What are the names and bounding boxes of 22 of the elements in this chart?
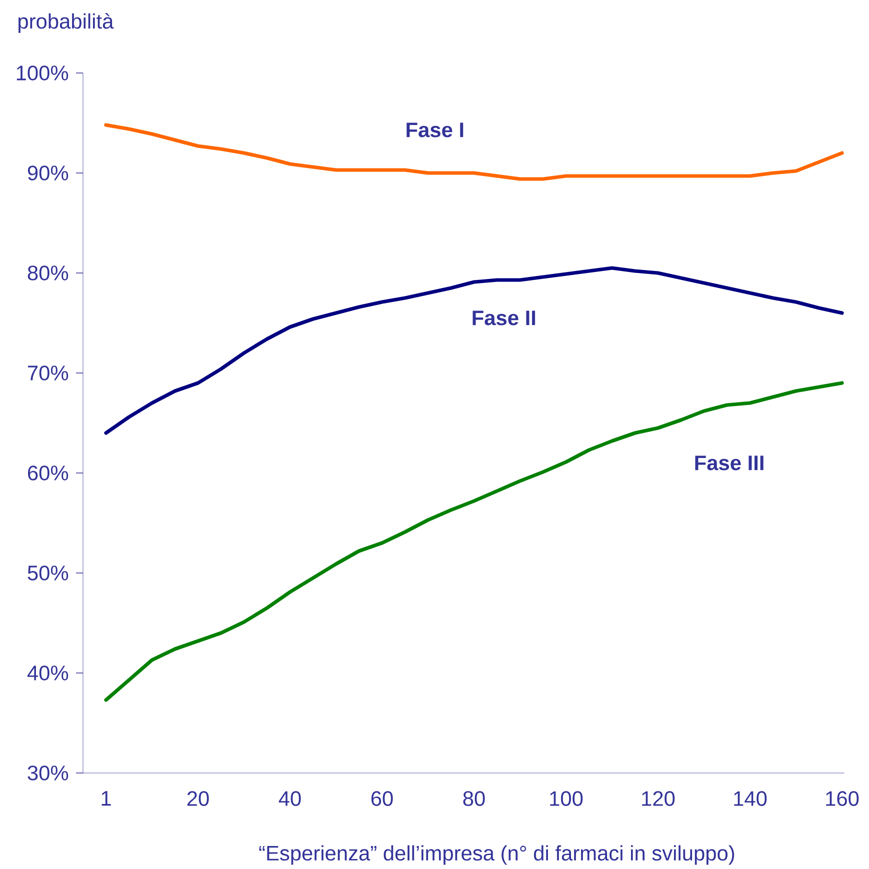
y-tick-label: 30%: [28, 766, 68, 780]
y-tick-label: 40%: [27, 666, 68, 680]
x-tick-label: 140: [734, 791, 767, 806]
x-tick-label: 40: [278, 791, 301, 806]
x-tick-label: 100: [550, 791, 583, 806]
x-tick-label: 120: [642, 791, 675, 806]
y-tick-label: 100%: [16, 66, 68, 80]
x-tick-label: 160: [826, 791, 859, 806]
series-label: Fase I: [406, 122, 464, 138]
x-tick-label: 80: [463, 791, 485, 806]
series-label: Fase III: [695, 456, 764, 470]
y-axis-title: probabilità: [18, 13, 114, 33]
y-tick-label: 50%: [28, 566, 68, 580]
x-axis-title: “Esperienza” dell’impresa (n° di farmaci in sviluppo): [259, 845, 734, 865]
x-tick-label: 20: [187, 791, 209, 806]
series-label: Fase II: [472, 310, 536, 326]
y-tick-label: 60%: [28, 466, 68, 480]
y-tick-label: 90%: [28, 166, 68, 180]
y-tick-label: 80%: [28, 266, 68, 280]
y-tick-label: 70%: [28, 366, 68, 380]
x-tick-label: 1: [102, 791, 111, 806]
x-tick-label: 60: [371, 791, 393, 806]
